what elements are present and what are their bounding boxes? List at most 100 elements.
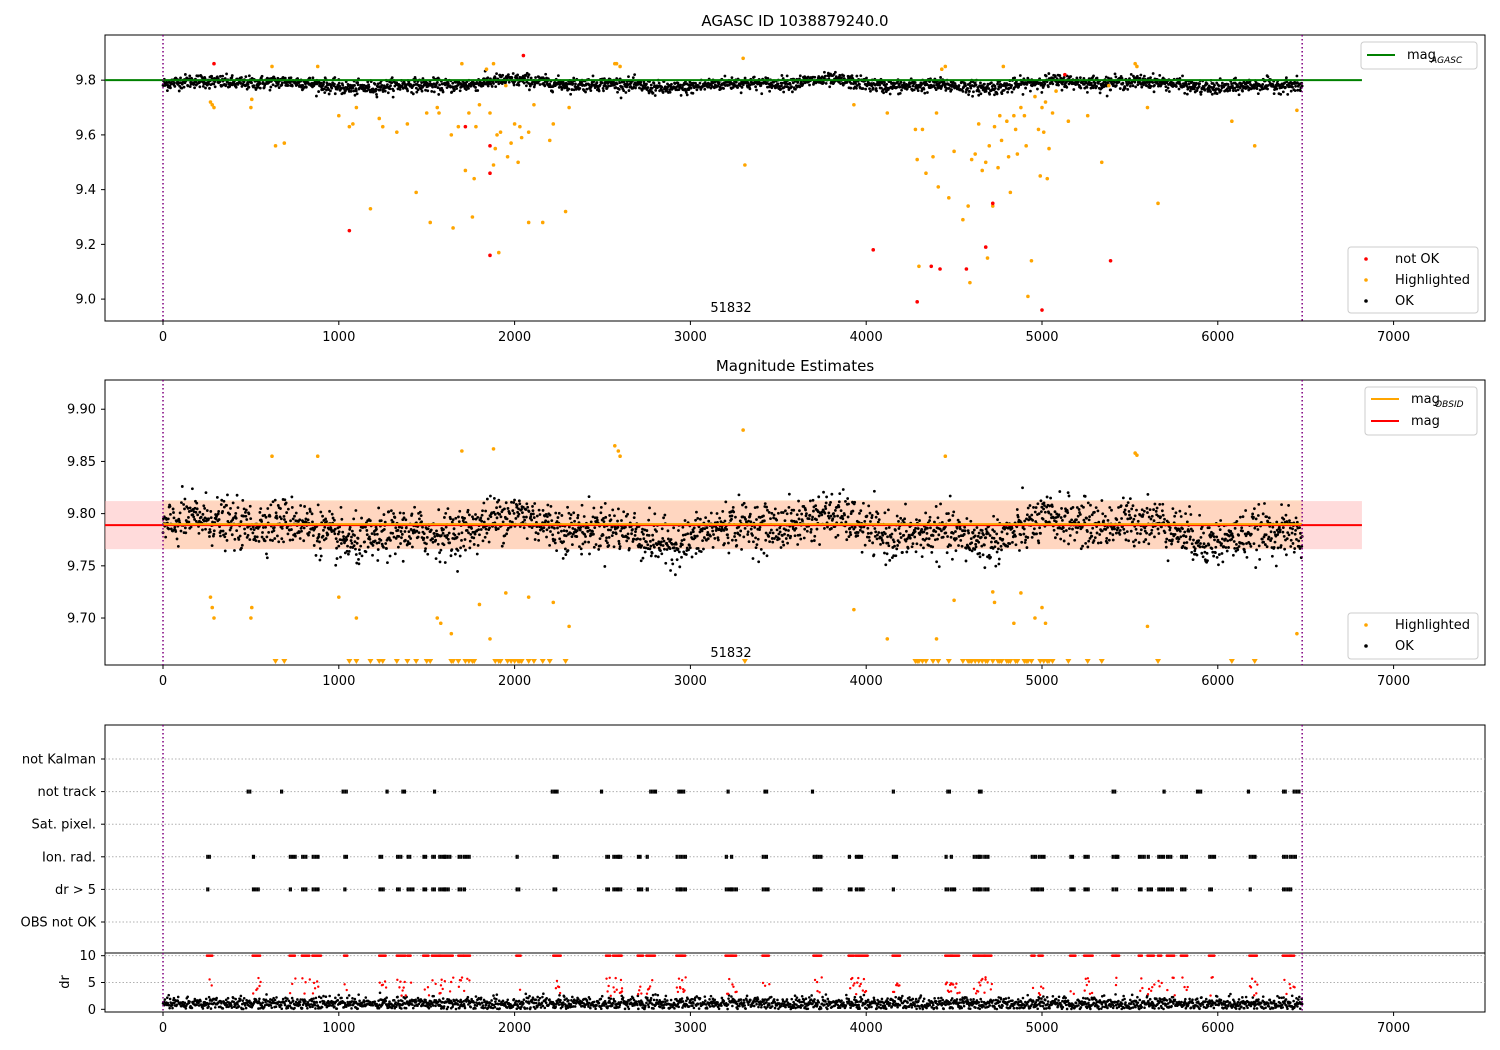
ok-point xyxy=(762,519,766,523)
ok-point xyxy=(217,518,221,521)
ok-point xyxy=(311,76,315,80)
ok-point xyxy=(588,552,591,556)
ok-point xyxy=(403,82,406,85)
ok-point xyxy=(587,83,591,87)
ok-point xyxy=(961,89,965,93)
highlighted-point xyxy=(551,122,556,126)
ok-point xyxy=(293,514,296,518)
ok-point xyxy=(739,529,743,533)
ok-point xyxy=(815,518,818,522)
ok-point xyxy=(575,529,579,532)
ok-point xyxy=(963,525,967,529)
ok-point xyxy=(580,81,583,85)
ok-point xyxy=(385,547,388,550)
ok-point xyxy=(591,530,594,533)
ok-point xyxy=(355,92,359,96)
legend-label: Highlighted xyxy=(1395,273,1470,288)
ok-point xyxy=(560,514,564,517)
ok-point xyxy=(785,74,789,78)
ok-point xyxy=(678,565,682,569)
ok-point xyxy=(406,89,409,93)
ok-point xyxy=(1107,538,1111,542)
ok-point xyxy=(269,85,273,89)
ok-point xyxy=(781,540,785,544)
ok-point xyxy=(438,83,441,87)
highlighted-point xyxy=(952,149,956,154)
ok-point xyxy=(374,89,377,93)
ok-point xyxy=(759,548,763,551)
ok-point xyxy=(422,532,426,536)
ok-point xyxy=(896,544,900,547)
axes-frame xyxy=(104,34,1486,322)
ok-point xyxy=(668,90,672,94)
legend-dot-marker xyxy=(1364,278,1368,282)
ok-point xyxy=(379,538,383,542)
ok-point xyxy=(1103,514,1107,518)
ok-point xyxy=(375,95,379,99)
ok-point xyxy=(610,534,614,538)
ok-point xyxy=(546,515,549,518)
highlighted-point xyxy=(1295,108,1299,113)
ok-point xyxy=(256,85,260,89)
ok-point xyxy=(738,533,742,537)
ok-point xyxy=(413,505,417,509)
ok-point xyxy=(1210,92,1214,96)
ok-point xyxy=(672,526,676,530)
ok-point xyxy=(277,540,281,544)
ok-point xyxy=(1047,72,1051,75)
ok-point xyxy=(324,537,328,540)
ok-point xyxy=(498,512,502,516)
highlighted-point xyxy=(1156,201,1160,206)
ok-point xyxy=(704,516,708,519)
ok-point xyxy=(1086,501,1090,505)
highlighted-point xyxy=(380,124,385,129)
ok-point xyxy=(824,81,828,85)
ok-point xyxy=(886,541,890,545)
ok-point xyxy=(799,80,803,84)
ok-point xyxy=(319,554,323,558)
highlighted-point xyxy=(852,102,856,107)
ok-point xyxy=(513,498,516,502)
ok-point xyxy=(436,86,440,89)
ok-point xyxy=(303,505,306,508)
ok-point xyxy=(416,535,420,539)
ok-point xyxy=(649,554,653,558)
ok-point xyxy=(479,516,483,520)
ok-point xyxy=(1071,527,1074,531)
ok-point xyxy=(247,85,251,89)
ok-point xyxy=(995,532,999,536)
highlighted-point xyxy=(996,165,1000,170)
ok-point xyxy=(244,514,248,518)
ok-point xyxy=(1281,90,1285,94)
ok-point xyxy=(291,517,295,521)
ok-point xyxy=(524,74,528,77)
ok-point xyxy=(652,545,656,549)
ok-point xyxy=(450,548,454,552)
ok-point xyxy=(204,491,208,495)
ok-point xyxy=(223,535,227,539)
ok-point xyxy=(944,531,948,535)
ok-point xyxy=(817,514,821,518)
ok-point xyxy=(1018,74,1022,77)
ok-point xyxy=(487,540,491,544)
highlighted-point xyxy=(917,264,921,269)
ok-point xyxy=(706,537,710,541)
ok-point xyxy=(614,532,618,536)
ok-point xyxy=(417,531,421,535)
ok-point xyxy=(389,539,392,542)
ok-point xyxy=(1125,503,1129,507)
ok-point xyxy=(226,493,229,497)
ok-point xyxy=(627,89,631,92)
ok-point xyxy=(599,505,603,509)
ok-point xyxy=(626,512,630,516)
ok-point xyxy=(978,555,982,559)
highlighted-point xyxy=(947,196,951,200)
ok-point xyxy=(266,507,270,510)
ok-point xyxy=(1066,511,1070,514)
ok-point xyxy=(746,533,750,536)
ok-point xyxy=(993,545,997,549)
ok-point xyxy=(611,508,615,512)
ok-point xyxy=(843,513,846,517)
ok-point xyxy=(534,76,537,79)
ok-point xyxy=(280,527,284,530)
